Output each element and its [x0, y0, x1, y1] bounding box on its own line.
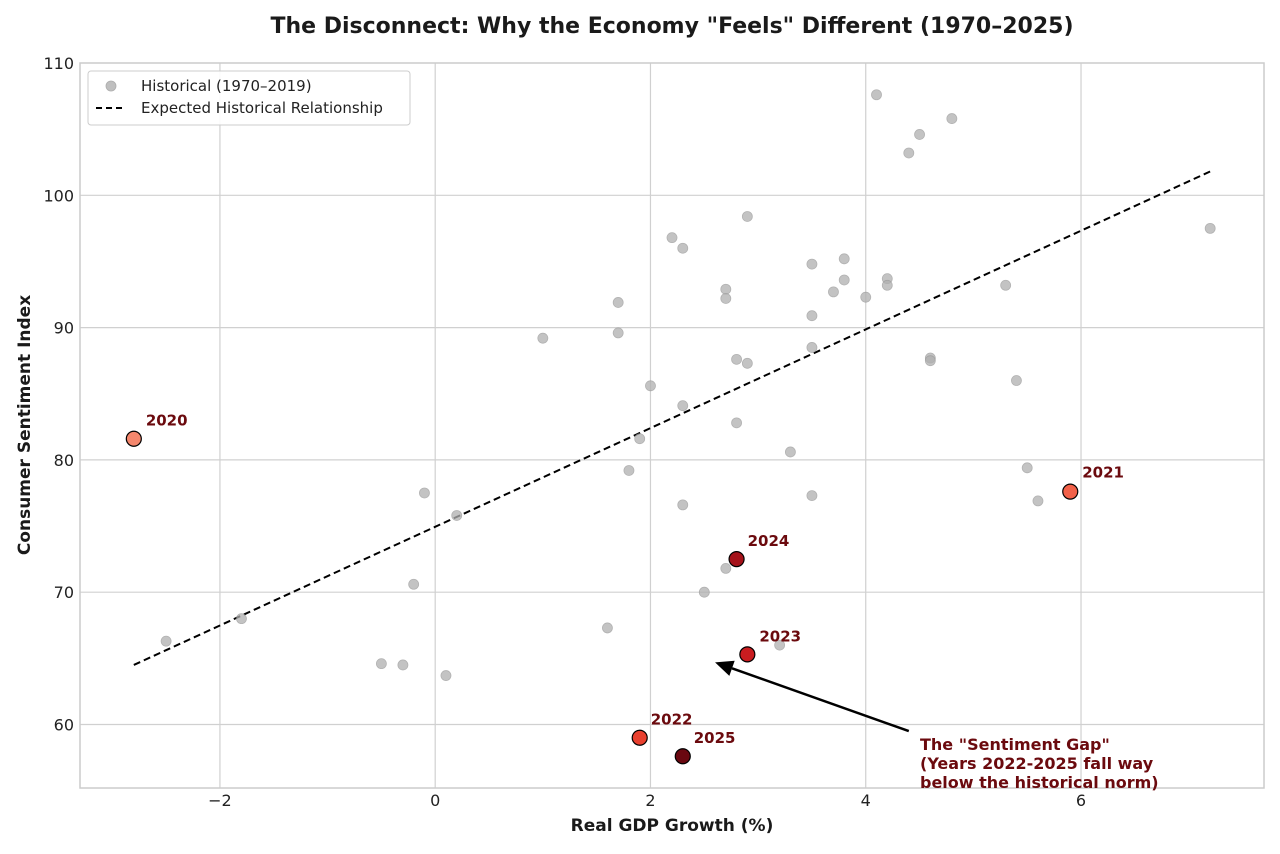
historical-point [612, 327, 624, 339]
historical-point [419, 487, 430, 499]
historical-point [645, 380, 656, 392]
annotation-arrow-head [715, 660, 735, 676]
historical-point [623, 465, 635, 476]
historical-point [946, 113, 958, 124]
year-label-2020: 2020 [146, 412, 188, 430]
historical-point [903, 147, 915, 159]
historical-point [1000, 279, 1012, 291]
recent-point-2022 [631, 729, 648, 746]
historical-point [677, 242, 689, 254]
annotation-text-line: The "Sentiment Gap" [920, 735, 1110, 754]
y-tick-label: 80 [54, 451, 74, 470]
year-label-2024: 2024 [748, 532, 790, 550]
historical-point [720, 293, 732, 304]
plot-frame [79, 62, 1265, 789]
historical-point [774, 639, 786, 651]
y-axis-ticks: 60 70 80 90 100 110 [43, 54, 74, 734]
legend: Historical (1970–2019) Expected Historic… [87, 70, 411, 126]
recent-point-2021 [1062, 483, 1079, 500]
annotation-arrow-shaft [731, 667, 910, 733]
legend-label-trend: Expected Historical Relationship [141, 99, 383, 117]
x-tick-label: 0 [430, 791, 440, 810]
historical-point [731, 417, 742, 429]
historical-point [1032, 495, 1044, 507]
y-tick-label: 70 [54, 583, 74, 602]
historical-point [806, 310, 818, 322]
historical-point [806, 490, 818, 502]
chart-title: The Disconnect: Why the Economy "Feels" … [270, 14, 1073, 39]
historical-point [440, 670, 452, 681]
annotation: The "Sentiment Gap"(Years 2022-2025 fall… [715, 660, 1159, 792]
historical-point [720, 283, 732, 295]
legend-box [87, 70, 411, 126]
historical-point [612, 297, 624, 308]
y-tick-label: 60 [54, 715, 74, 734]
historical-point [397, 659, 409, 671]
historical-point [677, 499, 689, 511]
historical-point [451, 510, 463, 521]
legend-marker-historical [105, 80, 117, 92]
historical-point [537, 332, 549, 344]
historical-point [741, 357, 753, 369]
historical-point [860, 291, 872, 303]
historical-point [828, 286, 839, 298]
historical-point [720, 562, 732, 574]
y-tick-label: 100 [43, 186, 74, 205]
y-axis-label: Consumer Sentiment Index [15, 295, 35, 555]
x-tick-label: 6 [1076, 791, 1086, 810]
legend-label-historical: Historical (1970–2019) [141, 77, 312, 95]
year-label-2023: 2023 [759, 627, 801, 645]
x-tick-label: 4 [861, 791, 871, 810]
year-label-2021: 2021 [1082, 464, 1124, 482]
recent-point-2023 [739, 646, 756, 663]
historical-point [602, 622, 613, 634]
historical-point [838, 274, 850, 286]
annotation-text-line: (Years 2022-2025 fall way [920, 754, 1154, 773]
x-axis-ticks: −2 0 2 4 6 [208, 791, 1086, 810]
historical-point [871, 89, 882, 101]
year-label-2022: 2022 [651, 711, 693, 729]
historical-point [881, 279, 893, 291]
recent-points: 2020 2021 2022 2023 2024 2025 [125, 412, 1124, 765]
historical-point [160, 635, 172, 647]
historical-point [1021, 462, 1033, 474]
y-tick-label: 110 [43, 54, 74, 73]
historical-points [160, 89, 1216, 681]
recent-point-2024 [728, 551, 745, 568]
grid [80, 63, 1264, 788]
recent-point-2025 [674, 748, 691, 765]
historical-point [375, 658, 387, 670]
historical-point [1011, 375, 1022, 386]
historical-point [838, 253, 850, 265]
historical-point [677, 400, 689, 412]
historical-point [914, 129, 925, 140]
x-axis-label: Real GDP Growth (%) [571, 816, 774, 836]
x-tick-label: −2 [208, 791, 232, 810]
historical-point [698, 586, 710, 598]
historical-point [634, 433, 646, 445]
historical-point [806, 342, 818, 353]
y-tick-label: 90 [54, 319, 74, 338]
recent-point-2020 [125, 430, 142, 447]
trend-line [133, 170, 1211, 666]
historical-point [741, 211, 753, 222]
year-label-2025: 2025 [694, 729, 736, 747]
historical-point [806, 258, 818, 270]
historical-point [731, 353, 742, 365]
historical-point [1204, 222, 1216, 234]
x-tick-label: 2 [645, 791, 655, 810]
historical-point [785, 446, 796, 458]
annotation-text-line: below the historical norm) [920, 773, 1159, 792]
historical-point [666, 232, 678, 244]
historical-point [924, 355, 936, 367]
historical-point [408, 578, 420, 590]
historical-point [236, 613, 247, 625]
